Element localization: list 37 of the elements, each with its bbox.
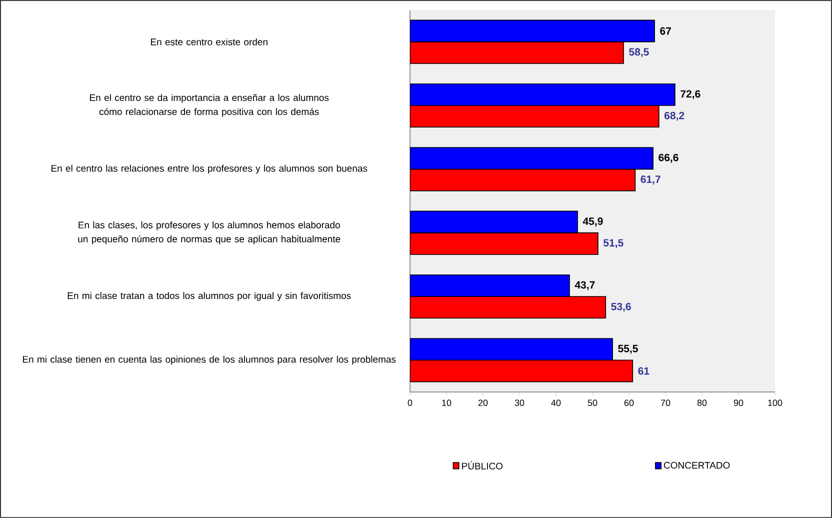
data-label: 61,7 bbox=[640, 176, 660, 184]
data-label: 72,6 bbox=[680, 90, 700, 100]
x-tick-label: 100 bbox=[768, 400, 782, 406]
data-label: 58,5 bbox=[629, 48, 649, 58]
x-tick-label: 80 bbox=[697, 400, 707, 406]
y-tick-label: En mi clase tienen en cuenta las opiniones de los alumnos para resolver los problemas bbox=[22, 356, 396, 365]
x-tick-label: 0 bbox=[408, 400, 412, 406]
bar bbox=[410, 210, 578, 234]
x-tick-label: 30 bbox=[514, 400, 524, 406]
y-tick-label: En el centro las relaciones entre los profesores y los alumnos son buenas bbox=[52, 164, 368, 174]
legend-label: CONCERTADO bbox=[664, 462, 730, 469]
x-tick-label: 70 bbox=[660, 400, 670, 406]
x-tick-label: 60 bbox=[624, 400, 634, 406]
y-tick-label: En este centro existe orden bbox=[151, 38, 268, 46]
x-tick-label: 90 bbox=[734, 400, 744, 406]
y-tick-label: En el centro se da importancia a enseñar a los alumnos cómo relacionarse de forma positiva con los demás bbox=[90, 94, 329, 117]
x-tick-label: 20 bbox=[478, 400, 488, 406]
data-label: 53,6 bbox=[611, 302, 631, 312]
data-label: 45,9 bbox=[582, 218, 603, 226]
y-tick-label: En las clases, los profesores y los alumnos hemos elaborado un pequeño número de normas que se aplican habitualmente bbox=[78, 221, 340, 244]
x-tick-label: 50 bbox=[588, 400, 598, 406]
x-tick-label: 10 bbox=[442, 400, 452, 406]
data-label: 67 bbox=[660, 27, 671, 35]
bar bbox=[410, 338, 613, 361]
bar bbox=[410, 147, 654, 170]
data-label: 51,5 bbox=[604, 239, 624, 248]
x-tick-label: 40 bbox=[551, 400, 561, 406]
data-label: 55,5 bbox=[618, 344, 638, 354]
data-label: 61 bbox=[638, 367, 650, 375]
data-label: 66,6 bbox=[658, 154, 678, 163]
bar bbox=[410, 20, 655, 42]
legend-label: PÚBLICO bbox=[462, 461, 503, 470]
data-label: 43,7 bbox=[574, 281, 595, 290]
data-label: 68,2 bbox=[664, 112, 684, 121]
y-tick-label: En mi clase tratan a todos los alumnos por igual y sin favoritismos bbox=[68, 292, 351, 301]
bar bbox=[410, 274, 570, 297]
bar bbox=[410, 83, 676, 106]
